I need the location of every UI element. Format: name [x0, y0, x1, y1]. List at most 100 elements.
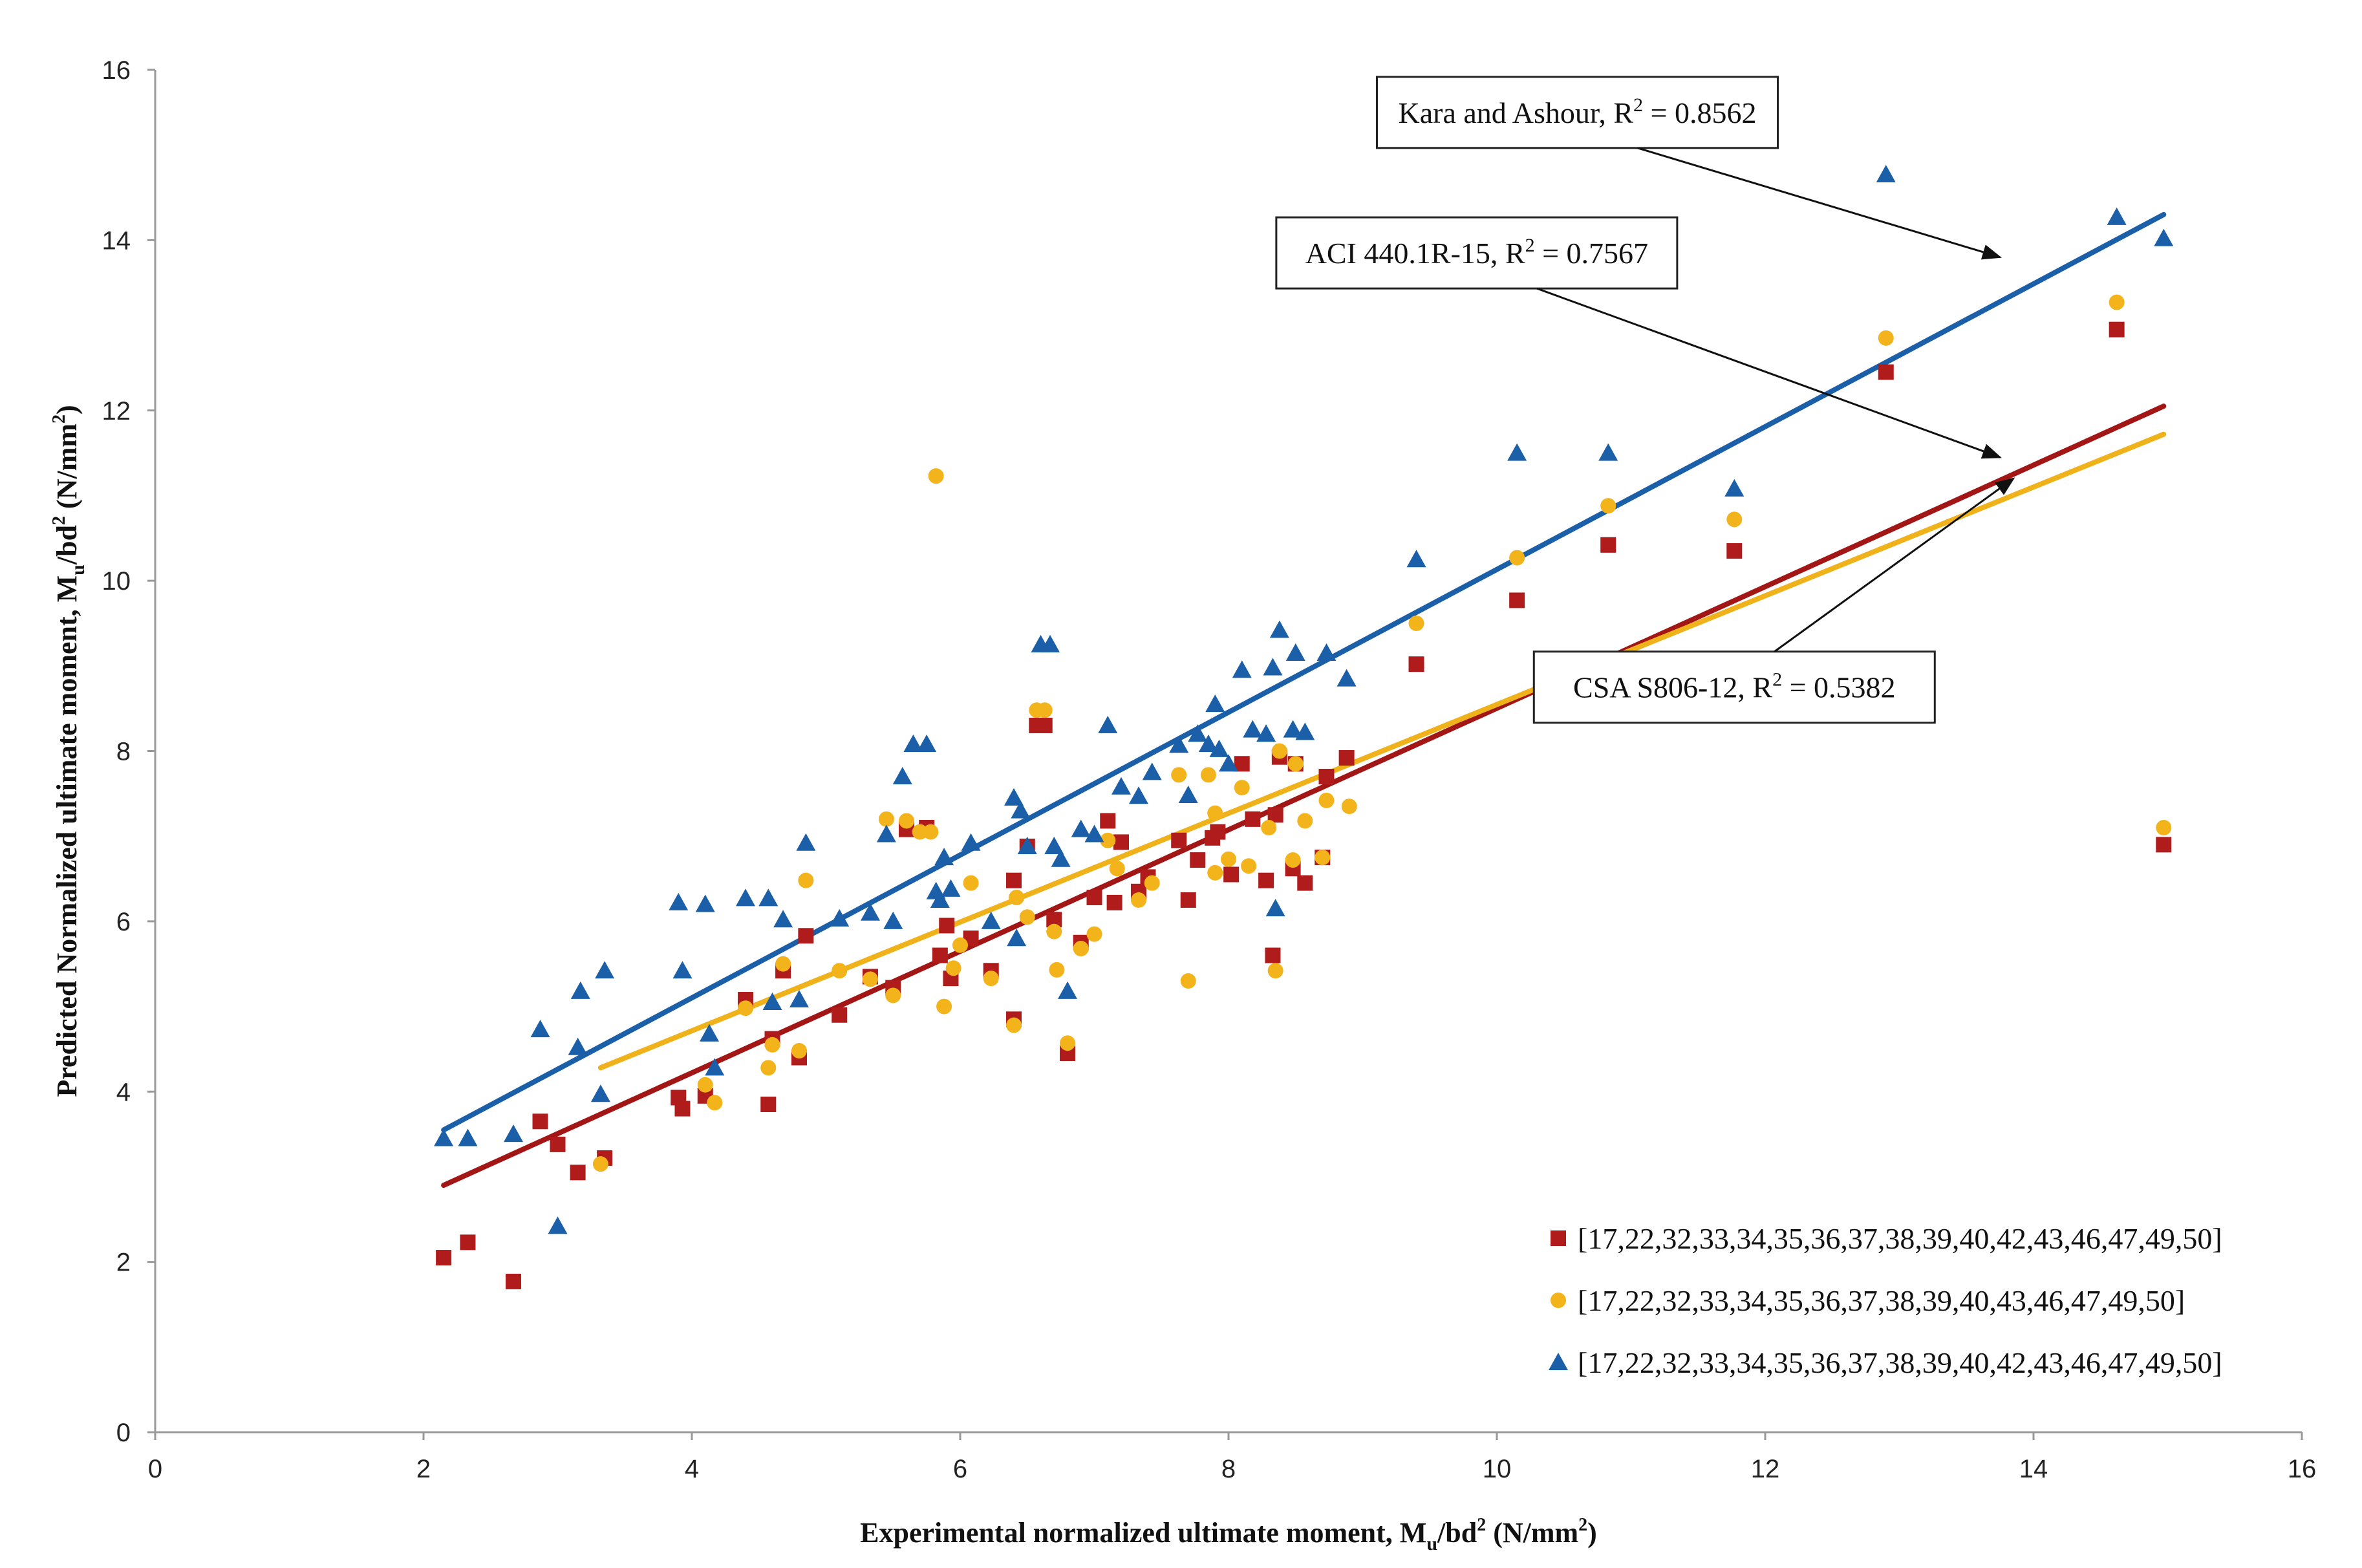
data-point-square	[1878, 364, 1894, 380]
data-point-circle	[1315, 850, 1331, 866]
data-point-circle	[878, 811, 894, 827]
data-point-triangle	[930, 890, 950, 908]
data-point-circle	[1221, 851, 1236, 867]
axes: 0 2 4 6 8 10 12 14 16 0 2 4 6 8 10 12 14 16	[102, 56, 2317, 1483]
legend-label: [17,22,32,33,34,35,36,37,38,39,40,43,46,…	[1578, 1284, 2185, 1317]
data-point-triangle	[830, 908, 850, 927]
data-point-circle	[1060, 1035, 1075, 1051]
data-point-triangle	[568, 1037, 588, 1055]
data-point-triangle	[1256, 724, 1276, 742]
data-point-circle	[1130, 892, 1146, 908]
data-point-circle	[912, 824, 928, 840]
annotation-box	[1376, 76, 1779, 149]
data-point-triangle	[1058, 981, 1077, 999]
y-axis-title: Predicted Normalized ultimate moment, Mu…	[49, 405, 89, 1097]
data-point-triangle	[504, 1124, 524, 1143]
data-point-square	[1223, 866, 1240, 883]
x-tick-label: 10	[1483, 1455, 1512, 1483]
data-point-square	[1113, 834, 1129, 850]
y-tick-label: 14	[102, 226, 131, 255]
data-point-square	[570, 1165, 586, 1181]
data-point-circle	[1073, 941, 1089, 957]
data-point-circle	[1267, 963, 1283, 979]
data-point-square	[1408, 656, 1424, 672]
data-point-circle	[764, 1036, 780, 1053]
data-point-triangle	[1188, 724, 1208, 742]
data-point-square	[1086, 890, 1102, 906]
annotation-arrow	[1536, 287, 2002, 459]
data-point-triangle	[1098, 715, 1118, 733]
data-point-square	[1338, 750, 1355, 766]
data-point-triangle	[1111, 777, 1131, 795]
data-point-square	[798, 928, 814, 944]
data-point-triangle	[883, 911, 903, 929]
data-point-triangle	[1406, 550, 1426, 568]
data-point-circle	[899, 813, 914, 829]
data-point-triangle	[892, 767, 912, 785]
trendline	[441, 403, 2167, 1188]
data-point-square	[1600, 537, 1616, 553]
y-tick-label: 8	[116, 738, 131, 766]
data-point-circle	[885, 987, 901, 1004]
data-point-square	[460, 1234, 476, 1251]
data-point-circle	[963, 875, 979, 891]
x-tick-label: 8	[1221, 1455, 1236, 1483]
data-point-triangle	[434, 1128, 454, 1146]
data-point-circle	[1341, 799, 1357, 815]
data-point-triangle	[548, 1216, 568, 1234]
data-point-circle	[862, 971, 878, 987]
legend-marker-square	[1551, 1230, 1566, 1246]
data-point-circle	[2109, 294, 2125, 310]
data-point-circle	[2156, 820, 2172, 836]
data-point-circle	[952, 937, 968, 953]
data-point-triangle	[1243, 720, 1263, 738]
data-point-circle	[1287, 756, 1304, 772]
data-point-square	[1265, 947, 1281, 963]
data-point-triangle	[595, 961, 615, 979]
x-tick-label: 0	[148, 1455, 162, 1483]
legend-marker-triangle	[1549, 1353, 1568, 1370]
x-tick-label: 12	[1751, 1455, 1780, 1483]
legend-label: [17,22,32,33,34,35,36,37,38,39,40,42,43,…	[1578, 1346, 2222, 1379]
data-point-circle	[1297, 813, 1313, 829]
data-point-circle	[1234, 780, 1250, 796]
data-point-triangle	[1142, 762, 1162, 780]
data-point-circle	[1271, 743, 1287, 759]
legend-label: [17,22,32,33,34,35,36,37,38,39,40,42,43,…	[1578, 1222, 2222, 1255]
data-point-triangle	[981, 911, 1001, 929]
data-point-square	[550, 1136, 566, 1152]
data-point-square	[1180, 892, 1196, 908]
data-point-triangle	[1598, 443, 1618, 461]
data-point-triangle	[941, 879, 961, 897]
data-point-circle	[1109, 861, 1125, 877]
data-point-circle	[1726, 511, 1743, 528]
data-point-square	[436, 1250, 452, 1266]
legend-marker-circle	[1551, 1293, 1566, 1308]
data-point-triangle	[1205, 694, 1225, 713]
annotations: Kara and Ashour, R2 = 0.8562 ACI 440.1R-1…	[1275, 76, 2015, 724]
data-point-square	[506, 1273, 522, 1289]
data-point-triangle	[1283, 720, 1303, 738]
data-point-triangle	[1011, 800, 1031, 819]
data-point-circle	[791, 1043, 807, 1059]
y-tick-label: 16	[102, 56, 131, 85]
data-point-triangle	[773, 910, 793, 928]
data-point-square	[2156, 837, 2172, 853]
legend: [17,22,32,33,34,35,36,37,38,39,40,42,43,…	[1549, 1222, 2222, 1379]
data-point-circle	[1171, 767, 1187, 783]
data-point-triangle	[1337, 669, 1357, 687]
data-point-circle	[1408, 615, 1424, 631]
data-point-circle	[936, 998, 952, 1015]
data-point-triangle	[530, 1020, 550, 1038]
data-point-triangle	[789, 990, 809, 1008]
data-point-triangle	[1265, 899, 1285, 917]
data-point-triangle	[1007, 929, 1027, 947]
data-point-square	[832, 1007, 848, 1023]
data-point-circle	[1086, 926, 1102, 942]
data-point-square	[1245, 811, 1261, 827]
data-point-square	[1190, 852, 1206, 868]
data-point-triangle	[695, 894, 715, 912]
data-point-triangle	[1219, 754, 1238, 772]
trendline	[441, 211, 2167, 1133]
data-point-circle	[1100, 832, 1116, 848]
